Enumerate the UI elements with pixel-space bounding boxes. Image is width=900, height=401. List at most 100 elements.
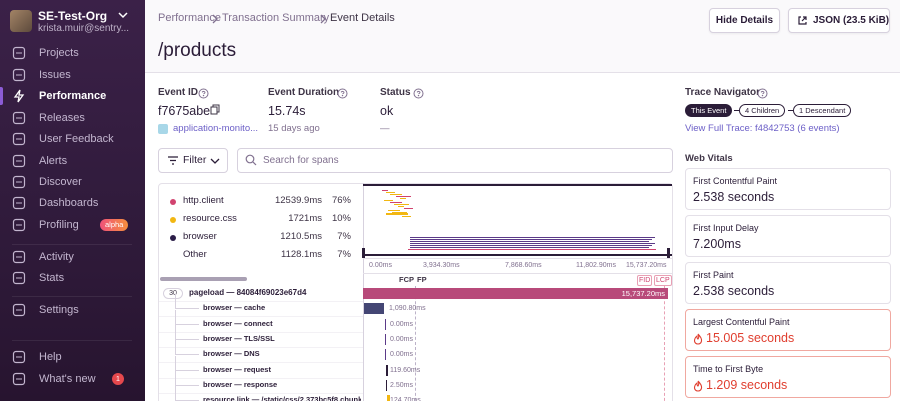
span-duration: 0.00ms (390, 335, 413, 343)
op-duration: 12539.9ms (274, 195, 322, 206)
span-label[interactable]: browser — request (203, 364, 271, 374)
chevron-shape (212, 14, 218, 24)
span-bar (386, 379, 387, 391)
trace-pill[interactable]: This Event (685, 104, 733, 117)
span-row-line (159, 377, 363, 379)
field-label: Event Duration (268, 87, 340, 98)
nav-icon-shape (12, 154, 26, 168)
span-label[interactable]: browser — response (203, 379, 278, 389)
trace-pill[interactable]: 1 Descendant (793, 104, 852, 117)
nav-icon (12, 250, 26, 264)
span-label[interactable]: browser — DNS (203, 349, 260, 359)
poor-icon (693, 380, 703, 392)
span-label[interactable]: resource.link — /static/css/2.373bc5f8.c… (203, 395, 361, 401)
nav-icon-shape (12, 46, 26, 60)
header-button[interactable]: Hide Details (709, 8, 780, 33)
span-label[interactable]: browser — TLS/SSL (203, 333, 275, 343)
copy-icon (210, 104, 220, 115)
breadcrumb: Event Details (330, 12, 395, 24)
span-row-line (159, 362, 363, 364)
filter-button[interactable]: Filter (158, 148, 228, 173)
nav-icon-shape (12, 111, 26, 125)
span-bar (385, 333, 386, 345)
view-full-trace[interactable]: View Full Trace: f4842753 (6 events) (685, 123, 840, 134)
scrollbar (160, 277, 247, 281)
span-bar (387, 395, 390, 401)
breadcrumb[interactable]: Transaction Summary (222, 12, 330, 24)
op-percent: 76% (331, 195, 351, 206)
nav-divider (12, 296, 132, 297)
filter-icon-shape (168, 156, 178, 165)
span-label[interactable]: browser — connect (203, 318, 273, 328)
nav-item[interactable]: Activity (39, 251, 74, 263)
minimap-span (404, 208, 413, 209)
span-bar (385, 318, 386, 330)
nav-item[interactable]: Releases (39, 112, 85, 124)
nav-item[interactable]: What's new (39, 373, 96, 385)
nav-item[interactable]: Discover (39, 176, 82, 188)
nav-item[interactable]: Alerts (39, 155, 68, 167)
span-bar (363, 288, 668, 299)
vital-marker: LCP (654, 275, 672, 286)
span-label[interactable]: pageload — 84084f69023e67d4 (189, 288, 307, 297)
field-sub[interactable]: application-monito... (173, 123, 259, 134)
span-row-line (159, 392, 363, 394)
help-icon (757, 88, 768, 99)
nav-item[interactable]: Settings (39, 304, 79, 316)
minimap-span (382, 190, 388, 191)
axis-label: 0.00ms (369, 262, 392, 269)
minimap-span (408, 249, 656, 250)
nav-item[interactable]: Issues (39, 69, 71, 81)
minimap-span (410, 237, 655, 238)
field-value: ok (380, 104, 394, 118)
nav-icon-shape (12, 271, 26, 285)
nav-icon-shape (12, 68, 26, 82)
copy-icon-shape (210, 106, 218, 115)
nav-divider (12, 340, 132, 341)
project-icon (158, 124, 168, 134)
op-dot (170, 235, 176, 241)
help-icon-shape (757, 88, 768, 99)
minimap-span (402, 216, 411, 217)
nav-item[interactable]: User Feedback (39, 133, 114, 145)
span-row-line (159, 346, 363, 348)
axis-label: 3,934.30ms (423, 262, 460, 269)
field-label: Status (380, 87, 411, 98)
nav-icon (12, 154, 26, 168)
nav-icon (12, 111, 26, 125)
help-icon-shape (760, 90, 765, 95)
span-bar (386, 364, 388, 376)
nav-item[interactable]: Profiling (39, 219, 79, 231)
nav-icon-shape (12, 350, 26, 364)
minimap-span (386, 192, 395, 193)
tree-connector (175, 354, 199, 356)
nav-item[interactable]: Performance (39, 90, 107, 102)
org-name: SE-Test-Org (38, 9, 108, 23)
link-icon-shape (798, 16, 807, 25)
span-bar (385, 349, 386, 361)
nav-icon-shape (12, 303, 26, 317)
span-duration: 119.60ms (390, 366, 421, 374)
span-row-line (159, 301, 363, 302)
trace-pill[interactable]: 4 Children (739, 104, 786, 117)
user-email: krista.muir@sentry... (38, 23, 130, 34)
span-duration: 124.70ms (390, 397, 421, 401)
nav-item[interactable]: Projects (39, 47, 79, 59)
nav-item[interactable]: Dashboards (39, 197, 99, 209)
nav-icon (12, 372, 26, 386)
org-chevron-shape (118, 12, 128, 19)
vital-name: Largest Contentful Paint (693, 317, 790, 327)
axis-label: 7,868.60ms (505, 262, 542, 269)
span-label[interactable]: browser — cache (203, 303, 266, 313)
vital-marker: FID (637, 275, 653, 286)
tree-connector (175, 324, 176, 340)
minimap-span (386, 213, 408, 215)
nav-item[interactable]: Stats (39, 272, 65, 284)
header-button[interactable]: JSON (23.5 KiB) (788, 8, 890, 33)
nav-icon (12, 46, 26, 60)
nav-icon-shape (12, 372, 26, 386)
nav-item[interactable]: Help (39, 351, 62, 363)
chevron (212, 14, 218, 24)
span-search[interactable]: Search for spans (237, 148, 673, 173)
breadcrumb[interactable]: Performance (158, 12, 221, 24)
